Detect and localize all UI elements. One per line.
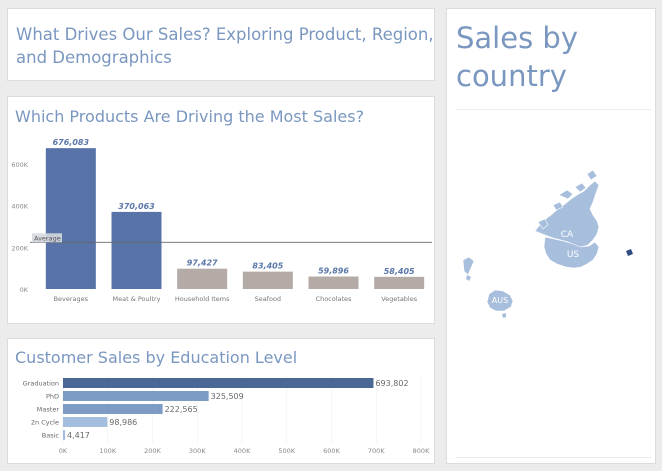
map-label-aus: AUS bbox=[492, 296, 508, 305]
product-value-label: 83,405 bbox=[252, 262, 283, 271]
map-region-highlight[interactable] bbox=[626, 249, 633, 256]
product-category-label: Chocolates bbox=[316, 295, 353, 303]
education-category-label: Basic bbox=[42, 432, 60, 440]
x-tick-label: 500K bbox=[278, 447, 295, 455]
education-value-label: 98,986 bbox=[109, 418, 137, 427]
product-value-label: 676,083 bbox=[53, 138, 90, 147]
average-label: Average bbox=[34, 234, 61, 242]
x-tick-label: 400K bbox=[234, 447, 251, 455]
map-region-europe bbox=[462, 256, 475, 276]
education-bar bbox=[63, 404, 163, 414]
product-category-label: Seafood bbox=[255, 295, 281, 303]
product-bar bbox=[242, 271, 293, 289]
education-value-label: 222,565 bbox=[165, 405, 198, 414]
dashboard-title: What Drives Our Sales? Exploring Product… bbox=[16, 25, 434, 67]
x-tick-label: 300K bbox=[189, 447, 206, 455]
education-category-label: 2n Cycle bbox=[31, 419, 59, 427]
education-value-label: 325,509 bbox=[211, 392, 244, 401]
product-category-label: Household Items bbox=[175, 295, 230, 303]
map-label-ca: CA bbox=[561, 230, 574, 240]
map-title: Sales by country bbox=[456, 21, 578, 93]
education-chart-title: Customer Sales by Education Level bbox=[15, 348, 298, 367]
product-category-label: Beverages bbox=[54, 295, 89, 303]
world-sales-map[interactable]: CA US AUS bbox=[447, 9, 655, 463]
dashboard-title-card: What Drives Our Sales? Exploring Product… bbox=[7, 8, 435, 81]
map-region-us[interactable] bbox=[543, 236, 600, 269]
product-category-label: Meat & Poultry bbox=[113, 295, 161, 303]
average-label-bg bbox=[32, 233, 62, 243]
map-divider-bottom bbox=[456, 457, 651, 458]
sales-map-card: Sales by country CA US AUS bbox=[446, 8, 656, 464]
education-bar bbox=[63, 391, 209, 401]
education-bar-chart: 0K 100K 200K 300K 400K 500K 600K 700K 800K Gradua… bbox=[23, 376, 430, 455]
product-bar bbox=[177, 268, 228, 289]
education-value-label: 693,802 bbox=[375, 379, 408, 388]
map-region-alaska bbox=[537, 218, 549, 230]
product-value-label: 370,063 bbox=[118, 202, 155, 211]
map-region-australia[interactable] bbox=[486, 289, 514, 312]
product-bar bbox=[374, 276, 425, 289]
products-chart-title: Which Products Are Driving the Most Sale… bbox=[15, 107, 365, 126]
x-tick-label: 600K bbox=[323, 447, 340, 455]
x-tick-label: 800K bbox=[413, 447, 430, 455]
products-bar-chart: 0K 200K 400K 600K 676,083 Beverages 370,063 Mea… bbox=[11, 138, 432, 303]
product-category-label: Vegetables bbox=[381, 295, 418, 303]
map-divider bbox=[456, 109, 651, 110]
products-chart-card: Which Products Are Driving the Most Sale… bbox=[7, 96, 435, 324]
product-value-label: 59,896 bbox=[318, 267, 349, 276]
x-tick-label: 700K bbox=[368, 447, 385, 455]
map-region-tasmania bbox=[502, 313, 506, 318]
product-value-label: 58,405 bbox=[384, 267, 415, 276]
x-tick-label: 0K bbox=[59, 447, 68, 455]
education-bar bbox=[63, 417, 108, 427]
education-category-label: Master bbox=[37, 406, 60, 414]
map-region-canada-islands bbox=[552, 169, 598, 211]
education-category-label: PhD bbox=[46, 393, 59, 401]
map-region-europe-2 bbox=[466, 275, 471, 281]
x-tick-label: 100K bbox=[99, 447, 116, 455]
x-tick-label: 200K bbox=[144, 447, 161, 455]
product-value-label: 97,427 bbox=[187, 259, 218, 268]
education-bar bbox=[63, 430, 65, 440]
y-tick-label: 0K bbox=[20, 286, 29, 294]
product-bar bbox=[45, 148, 96, 289]
y-tick-label: 200K bbox=[11, 244, 28, 252]
y-tick-label: 600K bbox=[11, 161, 28, 169]
education-value-label: 4,417 bbox=[67, 431, 90, 440]
education-chart-card: Customer Sales by Education Level 0K 100K… bbox=[7, 338, 435, 464]
education-bar bbox=[63, 378, 374, 388]
y-tick-label: 400K bbox=[11, 203, 28, 211]
education-category-label: Graduation bbox=[23, 380, 59, 388]
product-bar bbox=[308, 276, 359, 289]
map-label-us: US bbox=[567, 250, 580, 260]
product-bar bbox=[111, 211, 162, 289]
